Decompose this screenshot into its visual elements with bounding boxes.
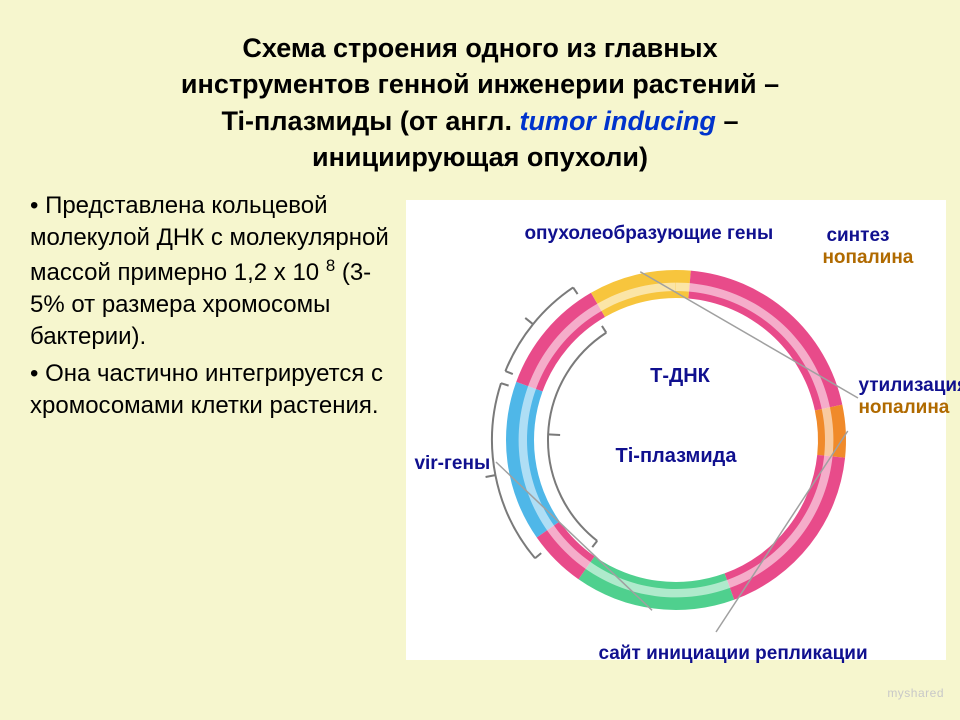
title-em: tumor inducing [519,106,715,136]
title-line1: Схема строения одного из главных [242,33,717,63]
label-util1: утилизация [858,376,960,397]
label-util2: нопалина [858,398,949,419]
label-vir: vir-гены [414,454,490,475]
plasmid-svg: Ті-плазмида Т-ДНК [406,200,946,660]
center-label: Ті-плазмида [616,445,738,467]
content-row: • Представлена кольцевой молекулой ДНК с… [30,190,930,650]
bullet-2: • Она частично интегрируется с хромосома… [30,358,398,423]
watermark: myshared [887,686,944,700]
bullets: • Представлена кольцевой молекулой ДНК с… [30,190,398,427]
tdna-label: Т-ДНК [651,365,712,387]
plasmid-diagram: Ті-плазмида Т-ДНК опухолеобразующие гены с… [406,190,930,650]
title-line3a: Ti-плазмиды (от англ. [222,106,520,136]
label-ori: сайт инициации репликации [598,644,867,665]
slide: Схема строения одного из главных инструм… [0,0,960,720]
slide-title: Схема строения одного из главных инструм… [30,30,930,176]
label-syn1: синтез [826,226,889,247]
title-line3b: – [716,106,739,136]
title-line2: инструментов генной инженерии растений – [181,69,779,99]
label-tumor: опухолеобразующие гены [524,224,773,245]
title-line4: инициирующая опухоли) [312,142,648,172]
label-syn2: нопалина [822,248,913,269]
bullet-1: • Представлена кольцевой молекулой ДНК с… [30,190,398,354]
